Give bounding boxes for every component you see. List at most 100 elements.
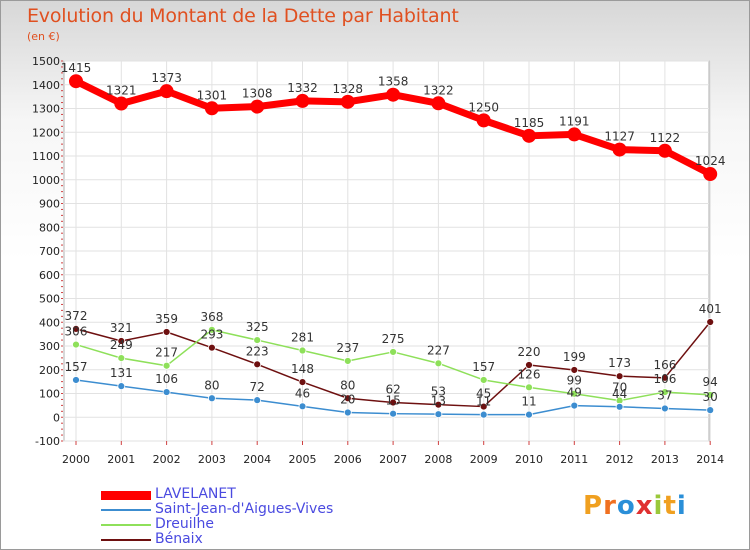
data-label: 46 xyxy=(295,386,310,400)
data-label: 20 xyxy=(340,393,355,407)
y-tick-label: 1500 xyxy=(32,55,60,68)
legend-label: LAVELANET xyxy=(155,486,236,502)
data-label: 157 xyxy=(65,360,88,374)
legend-swatch xyxy=(101,539,151,541)
x-tick-label: 2010 xyxy=(515,453,543,466)
data-label: 1191 xyxy=(559,114,590,128)
data-point xyxy=(706,318,715,326)
data-label: 227 xyxy=(427,343,450,357)
legend-item: Bénaix xyxy=(101,531,401,547)
data-label: 1321 xyxy=(106,84,137,98)
legend-item: LAVELANET xyxy=(101,486,401,502)
y-tick-label: 1400 xyxy=(32,79,60,92)
y-tick-label: 500 xyxy=(39,293,60,306)
data-point xyxy=(343,357,352,365)
data-point xyxy=(434,410,443,419)
data-point xyxy=(159,84,174,99)
data-point xyxy=(570,389,579,398)
data-point xyxy=(431,96,446,111)
data-point xyxy=(117,382,126,391)
y-tick-label: 200 xyxy=(39,364,60,377)
data-point xyxy=(479,402,488,411)
data-label: 72 xyxy=(250,380,265,394)
x-tick-label: 2001 xyxy=(107,453,135,466)
x-tick-label: 2009 xyxy=(470,453,498,466)
legend-item: Dreuilhe xyxy=(101,516,401,532)
data-label: 45 xyxy=(476,387,491,401)
y-tick-label: 1100 xyxy=(32,150,60,163)
x-tick-label: 2013 xyxy=(651,453,679,466)
data-label: 70 xyxy=(612,381,627,395)
data-point xyxy=(570,366,579,374)
legend-swatch xyxy=(101,524,151,526)
data-point xyxy=(162,361,171,370)
data-label: 237 xyxy=(336,341,359,355)
proxiti-logo: Proxiti xyxy=(583,491,687,521)
data-point xyxy=(207,325,216,334)
data-point xyxy=(612,142,627,157)
y-tick-label: 0 xyxy=(53,411,60,424)
legend-label: Bénaix xyxy=(155,531,203,547)
data-label: 80 xyxy=(204,378,219,392)
y-tick-label: 800 xyxy=(39,221,60,234)
data-point xyxy=(615,402,624,411)
data-label: 306 xyxy=(65,325,88,339)
data-label: 30 xyxy=(703,390,718,404)
y-tick-label: 900 xyxy=(39,198,60,211)
data-point xyxy=(615,372,624,381)
data-label: 148 xyxy=(291,362,314,376)
data-label: 173 xyxy=(608,356,631,370)
data-label: 325 xyxy=(246,320,269,334)
data-point xyxy=(207,394,216,403)
y-tick-label: 1300 xyxy=(32,103,60,116)
data-point xyxy=(295,93,310,108)
data-point xyxy=(657,143,672,158)
data-label: 37 xyxy=(657,388,672,402)
data-label: 80 xyxy=(340,378,355,392)
data-point xyxy=(162,388,171,396)
data-point xyxy=(434,359,443,368)
data-label: 13 xyxy=(431,394,446,408)
data-point xyxy=(117,354,126,363)
data-point xyxy=(479,376,488,384)
data-point xyxy=(479,410,488,419)
data-point xyxy=(525,410,533,419)
data-label: 166 xyxy=(653,358,676,372)
data-label: 1415 xyxy=(61,61,92,75)
data-label: 126 xyxy=(518,367,541,381)
data-point xyxy=(567,127,582,142)
x-tick-label: 2014 xyxy=(696,453,724,466)
data-label: 131 xyxy=(110,366,133,380)
data-label: 62 xyxy=(385,383,400,397)
data-point xyxy=(207,343,216,352)
x-tick-label: 2006 xyxy=(334,453,362,466)
data-point xyxy=(298,378,307,387)
data-label: 372 xyxy=(65,309,88,323)
data-point xyxy=(298,346,307,355)
data-point xyxy=(661,373,669,382)
data-point xyxy=(117,337,126,345)
data-label: 1322 xyxy=(423,83,454,97)
legend-item: Saint-Jean-d'Aigues-Vives xyxy=(101,501,401,517)
data-point xyxy=(389,409,398,418)
y-tick-label: 600 xyxy=(39,269,60,282)
data-point xyxy=(703,167,718,182)
data-point xyxy=(389,348,398,356)
data-point xyxy=(522,128,536,143)
data-label: 1358 xyxy=(378,75,409,89)
data-point xyxy=(253,360,262,369)
data-label: 1185 xyxy=(514,116,545,130)
legend-swatch xyxy=(101,490,151,500)
chart-title: Evolution du Montant de la Dette par Hab… xyxy=(27,5,459,27)
data-label: 53 xyxy=(431,385,446,399)
data-point xyxy=(661,404,669,413)
data-label: 281 xyxy=(291,331,314,345)
data-label: 223 xyxy=(246,344,269,358)
data-label: 106 xyxy=(653,372,676,386)
data-point xyxy=(525,383,533,392)
data-label: 1250 xyxy=(468,100,499,114)
legend-label: Dreuilhe xyxy=(155,516,214,532)
x-tick-label: 2003 xyxy=(198,453,226,466)
data-point xyxy=(389,398,398,407)
